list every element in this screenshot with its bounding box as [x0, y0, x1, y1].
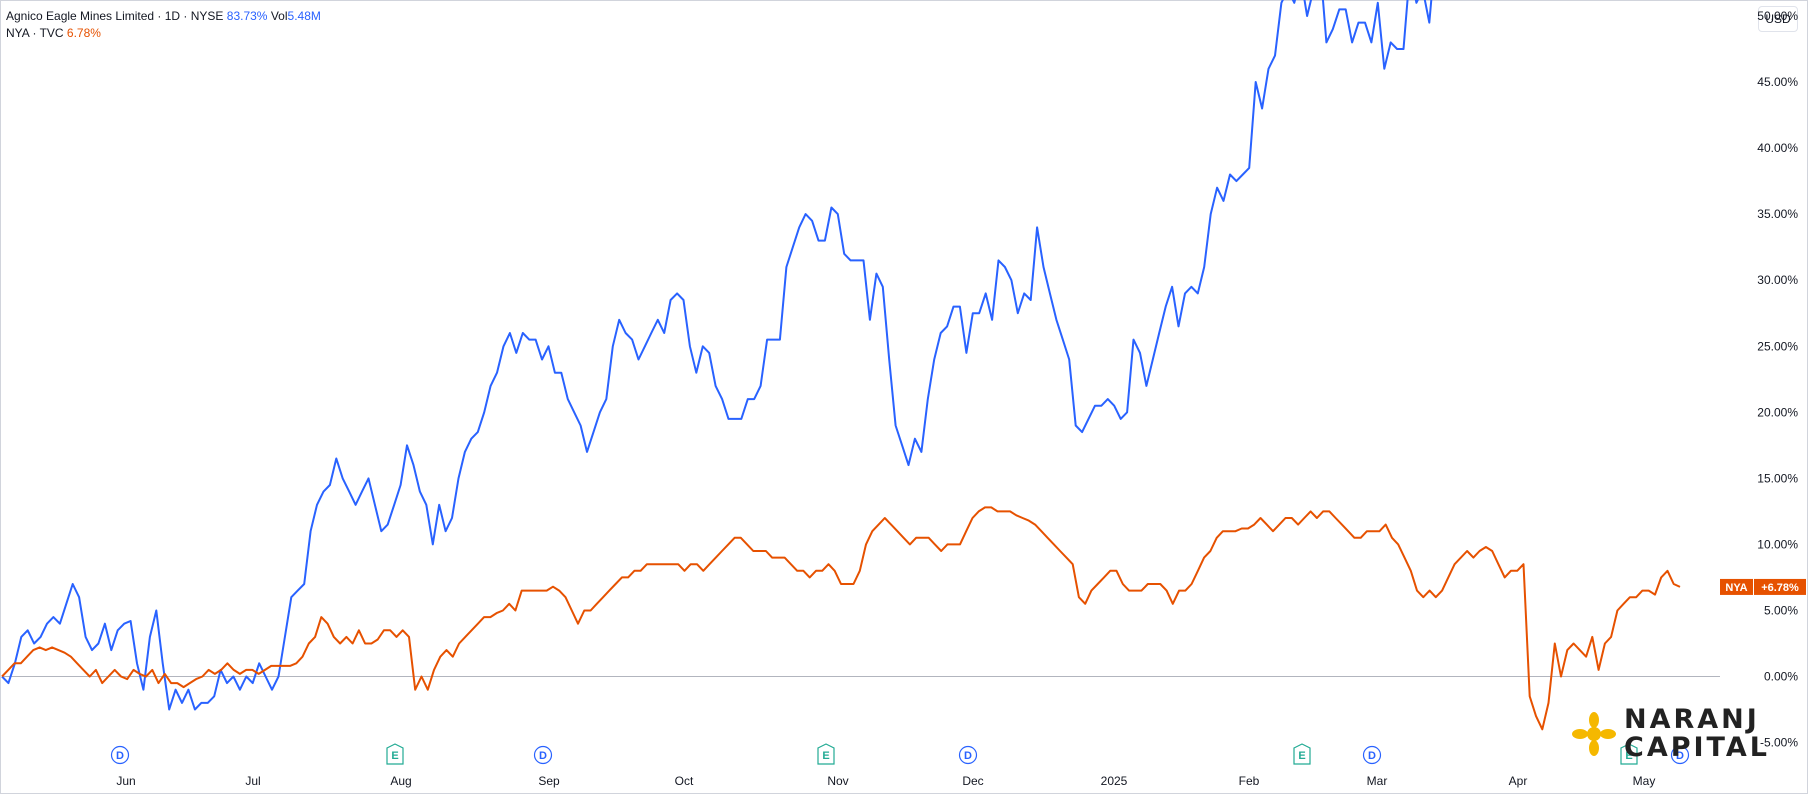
dividend-event-marker[interactable] [958, 745, 978, 765]
x-tick-label: Feb [1239, 774, 1260, 788]
legend-aem-change: 83.73% [226, 9, 268, 23]
y-tick-label: 30.00% [1757, 273, 1798, 287]
event-marker-label: D [116, 750, 124, 762]
y-tick-label: 10.00% [1757, 537, 1798, 551]
y-tick-label: 15.00% [1757, 471, 1798, 485]
series-line-nya[interactable] [1, 506, 1681, 731]
series-name-badge [1720, 578, 1753, 595]
x-tick-label: Oct [675, 774, 694, 788]
legend-row-nya[interactable]: NYA · TVC 6.78% [6, 25, 321, 42]
logo-line-1: NARANJ [1624, 704, 1760, 735]
legend-nya-title: NYA · TVC [6, 26, 64, 40]
legend-vol-value: 5.48M [287, 9, 321, 23]
earnings-event-marker[interactable] [386, 743, 404, 765]
currency-button[interactable]: USD [1758, 6, 1798, 32]
y-tick-label: 45.00% [1757, 75, 1798, 89]
y-tick-label: 50.00% [1757, 9, 1798, 23]
x-tick-label: Jul [245, 774, 260, 788]
series-value-label: +6.78% [1761, 582, 1799, 594]
x-tick-label: Sep [538, 774, 560, 788]
legend-aem-title: Agnico Eagle Mines Limited · 1D · NYSE [6, 9, 224, 23]
y-tick-label: 35.00% [1757, 207, 1798, 221]
dividend-event-marker[interactable] [1362, 745, 1382, 765]
legend-nya-change: 6.78% [66, 26, 101, 40]
event-marker-label: D [539, 750, 547, 762]
earnings-event-marker[interactable] [1620, 743, 1638, 765]
event-marker-label: D [964, 750, 972, 762]
legend-vol-label: Vol [270, 9, 288, 23]
event-marker-label: D [1676, 750, 1684, 762]
earnings-event-marker[interactable] [1293, 743, 1311, 765]
y-tick-label: 0.00% [1764, 670, 1798, 684]
event-marker-label: E [822, 750, 829, 762]
legend-row-aem[interactable]: Agnico Eagle Mines Limited · 1D · NYSE 8… [6, 8, 321, 25]
chart-legend: Agnico Eagle Mines Limited · 1D · NYSE 8… [6, 8, 321, 42]
series-name-label: NYA [1725, 582, 1747, 594]
y-tick-label: 5.00% [1764, 603, 1798, 617]
x-tick-label: Nov [827, 774, 848, 788]
x-tick-label: Apr [1509, 774, 1528, 788]
logo-line-2: CAPITAL [1624, 732, 1770, 763]
event-marker-label: E [391, 750, 398, 762]
y-tick-label: 25.00% [1757, 339, 1798, 353]
sun-logo-icon [1572, 712, 1616, 756]
x-tick-label: May [1633, 774, 1656, 788]
event-marker-label: E [1298, 750, 1305, 762]
x-tick-label: Mar [1367, 774, 1388, 788]
x-tick-label: Dec [962, 774, 983, 788]
y-tick-label: 20.00% [1757, 405, 1798, 419]
x-tick-label: Aug [390, 774, 411, 788]
series-value-badge [1754, 578, 1806, 595]
x-tick-label: 2025 [1101, 774, 1128, 788]
dividend-event-marker[interactable] [110, 745, 130, 765]
naranj-capital-logo: NARANJ CAPITAL [1572, 706, 1770, 762]
dividend-event-marker[interactable] [533, 745, 553, 765]
earnings-event-marker[interactable] [817, 743, 835, 765]
dividend-event-marker[interactable] [1670, 745, 1690, 765]
event-marker-label: D [1368, 750, 1376, 762]
y-tick-label: 40.00% [1757, 141, 1798, 155]
series-line-aem[interactable] [1, 0, 1680, 711]
x-tick-label: Jun [116, 774, 135, 788]
y-tick-label: -5.00% [1760, 736, 1798, 750]
event-marker-label: E [1625, 750, 1632, 762]
